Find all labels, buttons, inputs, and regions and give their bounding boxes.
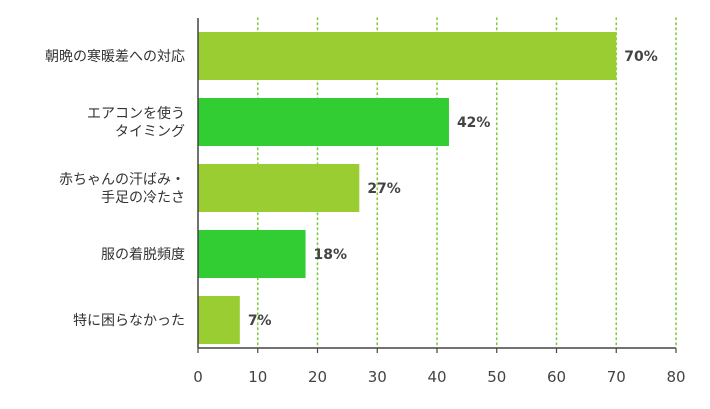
- x-tick-label-20: 20: [308, 368, 327, 386]
- label-layer: 70% 42% 27% 18% 7% 朝晩の寒暖差への対応エアコンを使うタイミング赤ちゃん…: [45, 48, 686, 386]
- data-label-1: 42%: [457, 115, 491, 131]
- bar-4: [198, 296, 240, 344]
- category-label-3-0: 服の着脱頻度: [101, 247, 185, 263]
- x-tick-label-70: 70: [607, 368, 626, 386]
- bar-layer: [198, 32, 617, 344]
- data-label-0: 70%: [624, 49, 658, 65]
- bar-1: [198, 98, 449, 146]
- x-tick-label-40: 40: [427, 368, 446, 386]
- x-tick-label-80: 80: [666, 368, 685, 386]
- category-label-1-0: エアコンを使う: [87, 105, 185, 122]
- x-tick-label-50: 50: [487, 368, 506, 386]
- data-label-4: 7%: [248, 313, 272, 329]
- x-tick-label-0: 0: [193, 368, 203, 386]
- data-label-2: 27%: [367, 181, 401, 197]
- category-label-4-0: 特に困らなかった: [73, 313, 185, 329]
- x-tick-label-30: 30: [368, 368, 387, 386]
- category-label-1-1: タイミング: [115, 124, 185, 140]
- category-label-2-0: 赤ちゃんの汗ばみ・: [59, 172, 185, 188]
- bar-2: [198, 164, 360, 212]
- bar-0: [198, 32, 617, 80]
- x-tick-label-60: 60: [547, 368, 566, 386]
- x-tick-label-10: 10: [248, 368, 267, 386]
- axis-layer: [197, 18, 677, 353]
- category-label-2-1: 手足の冷たさ: [101, 190, 185, 206]
- data-label-3: 18%: [314, 247, 348, 263]
- bar-3: [198, 230, 306, 278]
- category-label-0-0: 朝晩の寒暖差への対応: [45, 48, 185, 65]
